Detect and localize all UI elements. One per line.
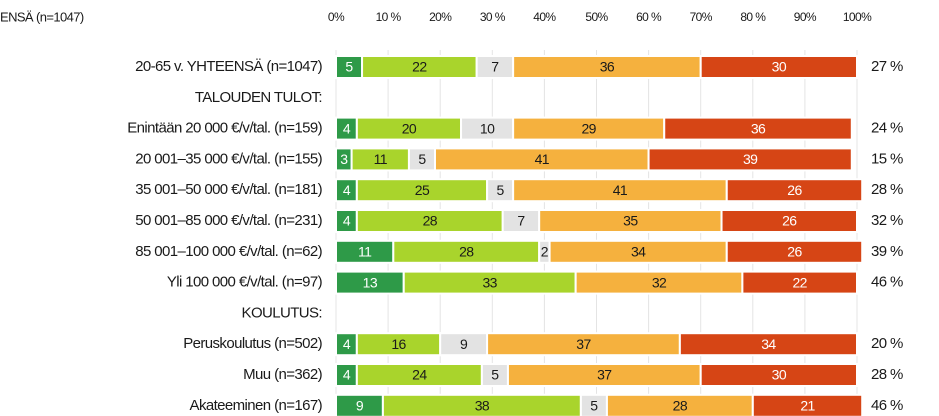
data-label: 34	[631, 244, 646, 260]
data-label: 28	[423, 213, 438, 229]
data-label: 5	[497, 182, 505, 198]
data-label: 32	[652, 274, 667, 290]
x-tick-label: 40%	[533, 10, 556, 24]
x-tick-label: 100%	[843, 10, 872, 24]
data-label: 5	[345, 59, 353, 75]
data-label: 36	[600, 59, 615, 75]
total-label: 46 %	[871, 274, 903, 291]
category-label: 85 001–100 000 €/v/tal. (n=62)	[135, 243, 322, 260]
x-tick-label: 20%	[429, 10, 452, 24]
x-tick-label: 70%	[690, 10, 713, 24]
bar-segment	[751, 393, 864, 416]
category-label: 50 001–85 000 €/v/tal. (n=231)	[135, 212, 322, 229]
total-label: 20 %	[871, 335, 903, 352]
total-label: 15 %	[871, 150, 903, 167]
data-label: 2	[541, 244, 549, 260]
data-label: 41	[613, 182, 628, 198]
data-label: 41	[535, 151, 550, 167]
category-label: Muu (n=362)	[243, 366, 322, 383]
total-label: 46 %	[871, 397, 903, 414]
category-label: 35 001–50 000 €/v/tal. (n=181)	[135, 181, 322, 198]
chart-title: ENSÄ (n=1047)	[0, 9, 84, 24]
bar-segment	[725, 178, 864, 203]
total-label: 28 %	[871, 181, 903, 198]
x-tick-label: 60 %	[636, 10, 662, 24]
data-label: 11	[374, 151, 388, 167]
bar-segment	[647, 147, 853, 172]
category-label: Akateeminen (n=167)	[190, 397, 323, 414]
data-label: 26	[782, 213, 797, 229]
data-label: 9	[460, 336, 468, 352]
data-label: 11	[358, 244, 372, 260]
category-label: KOULUTUS:	[242, 304, 322, 321]
data-label: 38	[475, 398, 490, 414]
data-label: 35	[623, 213, 638, 229]
category-label: Peruskoulutus (n=502)	[183, 335, 322, 352]
data-label: 4	[343, 213, 351, 229]
total-label: 39 %	[871, 243, 903, 260]
data-label: 22	[793, 274, 808, 290]
x-tick-label: 50%	[585, 10, 608, 24]
category-label: 20-65 v. YHTEENSÄ (n=1047)	[135, 58, 322, 75]
category-label: TALOUDEN TULOT:	[195, 89, 322, 106]
data-label: 7	[491, 59, 499, 75]
bar-segment	[699, 55, 859, 79]
data-label: 5	[590, 398, 598, 414]
data-label: 30	[772, 59, 787, 75]
x-tick-label: 80 %	[740, 10, 766, 24]
bar-segment	[663, 116, 853, 141]
data-label: 13	[363, 274, 378, 290]
data-label: 4	[343, 120, 351, 136]
x-tick-label: 0%	[328, 10, 345, 24]
data-label: 16	[391, 336, 406, 352]
data-label: 26	[787, 182, 802, 198]
data-label: 25	[415, 182, 430, 198]
data-label: 26	[787, 244, 802, 260]
data-label: 28	[459, 244, 474, 260]
category-label: 20 001–35 000 €/v/tal. (n=155)	[135, 150, 322, 167]
x-tick-label: 10 %	[376, 10, 402, 24]
category-label: Enintään 20 000 €/v/tal. (n=159)	[127, 120, 322, 137]
data-label: 4	[343, 182, 351, 198]
x-tick-label: 30 %	[480, 10, 506, 24]
data-label: 20	[402, 120, 417, 136]
data-label: 22	[412, 59, 427, 75]
data-label: 7	[517, 213, 525, 229]
data-label: 4	[343, 336, 351, 352]
total-label: 28 %	[871, 366, 903, 383]
category-label: Yli 100 000 €/v/tal. (n=97)	[167, 274, 323, 291]
data-label: 24	[412, 367, 427, 383]
data-label: 34	[761, 336, 776, 352]
data-label: 5	[418, 151, 426, 167]
bar-segment	[741, 270, 859, 295]
data-label: 30	[772, 367, 787, 383]
data-label: 10	[480, 120, 495, 136]
data-label: 9	[356, 398, 364, 414]
total-label: 32 %	[871, 212, 903, 229]
data-label: 4	[343, 367, 351, 383]
data-label: 21	[800, 398, 815, 414]
data-label: 36	[751, 120, 766, 136]
bar-segment	[699, 363, 859, 387]
data-label: 5	[491, 367, 499, 383]
data-label: 39	[743, 151, 758, 167]
data-label: 3	[340, 151, 348, 167]
data-label: 33	[483, 274, 498, 290]
bar-segment	[678, 332, 858, 357]
data-label: 29	[581, 120, 596, 136]
bar-segment	[720, 209, 858, 233]
data-label: 37	[576, 336, 591, 352]
x-tick-label: 90%	[794, 10, 817, 24]
bar-segment	[725, 239, 864, 264]
data-label: 37	[597, 367, 612, 383]
total-label: 27 %	[871, 58, 903, 75]
data-label: 28	[673, 398, 688, 414]
total-label: 24 %	[871, 120, 903, 137]
